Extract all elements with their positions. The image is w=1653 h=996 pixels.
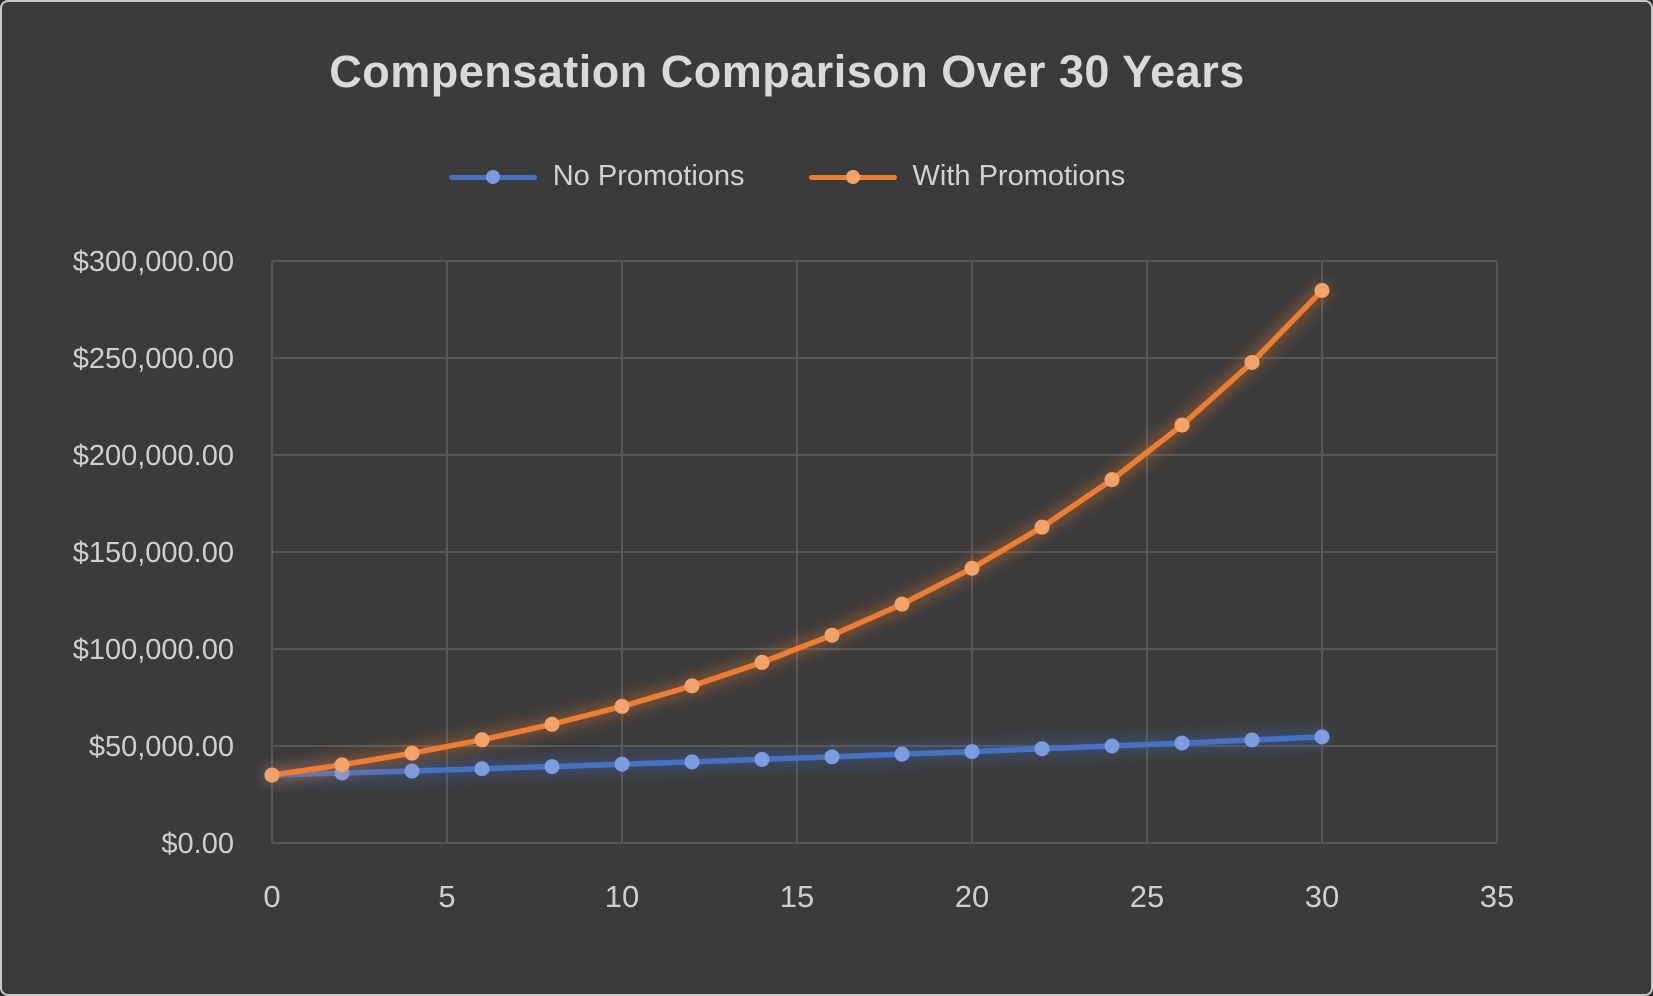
data-point-no-promotions[interactable] — [404, 763, 420, 779]
x-axis-tick-label: 0 — [263, 879, 280, 914]
legend-dot-icon — [845, 169, 860, 184]
data-point-with-promotions[interactable] — [1034, 519, 1050, 535]
y-axis-tick-label: $150,000.00 — [73, 537, 234, 569]
data-point-with-promotions[interactable] — [474, 732, 490, 748]
legend-label-with-promotions: With Promotions — [912, 160, 1126, 192]
data-point-no-promotions[interactable] — [544, 759, 560, 775]
data-point-with-promotions[interactable] — [404, 745, 420, 761]
line-marker-icon — [808, 169, 897, 185]
data-point-no-promotions[interactable] — [894, 746, 910, 762]
data-point-no-promotions[interactable] — [824, 749, 840, 765]
x-axis-tick-label: 25 — [1130, 879, 1164, 914]
x-axis-tick-label: 15 — [780, 879, 814, 914]
data-point-no-promotions[interactable] — [1034, 741, 1050, 757]
y-axis-tick-label: $50,000.00 — [89, 731, 234, 763]
line-marker-icon — [448, 169, 537, 185]
series-line-with-promotions[interactable] — [269, 287, 1325, 778]
legend-item-with-promotions[interactable]: With Promotions — [808, 160, 1126, 193]
legend-label-no-promotions: No Promotions — [552, 160, 745, 192]
x-axis-tick-label: 20 — [955, 879, 989, 914]
y-axis-tick-label: $250,000.00 — [73, 343, 234, 375]
data-point-with-promotions[interactable] — [334, 757, 350, 773]
data-point-no-promotions[interactable] — [1104, 738, 1120, 754]
x-axis-tick-label: 5 — [438, 879, 455, 914]
data-point-no-promotions[interactable] — [1314, 729, 1330, 745]
data-point-no-promotions[interactable] — [754, 751, 770, 767]
y-axis-tick-label: $300,000.00 — [73, 246, 234, 278]
series-line-no-promotions[interactable] — [269, 734, 1325, 778]
data-point-with-promotions[interactable] — [964, 560, 980, 576]
x-axis-tick-label: 10 — [605, 879, 639, 914]
data-point-no-promotions[interactable] — [964, 744, 980, 760]
data-point-no-promotions[interactable] — [614, 756, 630, 772]
legend-dot-icon — [485, 169, 500, 184]
data-point-with-promotions[interactable] — [1244, 354, 1260, 370]
data-point-no-promotions[interactable] — [474, 761, 490, 777]
y-axis-tick-label: $0.00 — [161, 828, 234, 860]
chart-legend: No Promotions With Promotions — [2, 160, 1572, 193]
legend-item-no-promotions[interactable]: No Promotions — [448, 160, 745, 193]
data-point-with-promotions[interactable] — [894, 596, 910, 612]
data-point-with-promotions[interactable] — [684, 678, 700, 694]
data-point-with-promotions[interactable] — [614, 698, 630, 714]
chart-title: Compensation Comparison Over 30 Years — [329, 46, 1245, 97]
data-point-with-promotions[interactable] — [754, 654, 770, 670]
data-point-with-promotions[interactable] — [1174, 417, 1190, 433]
data-point-with-promotions[interactable] — [544, 716, 560, 732]
data-point-with-promotions[interactable] — [1314, 282, 1330, 298]
y-axis-tick-label: $200,000.00 — [73, 440, 234, 472]
data-point-no-promotions[interactable] — [1174, 735, 1190, 751]
data-point-with-promotions[interactable] — [1104, 472, 1120, 488]
x-axis-tick-label: 30 — [1305, 879, 1339, 914]
y-axis-tick-label: $100,000.00 — [73, 634, 234, 666]
data-point-no-promotions[interactable] — [1244, 732, 1260, 748]
x-axis-tick-label: 35 — [1480, 879, 1514, 914]
data-point-with-promotions[interactable] — [264, 767, 280, 783]
data-point-no-promotions[interactable] — [684, 754, 700, 770]
data-point-with-promotions[interactable] — [824, 627, 840, 643]
